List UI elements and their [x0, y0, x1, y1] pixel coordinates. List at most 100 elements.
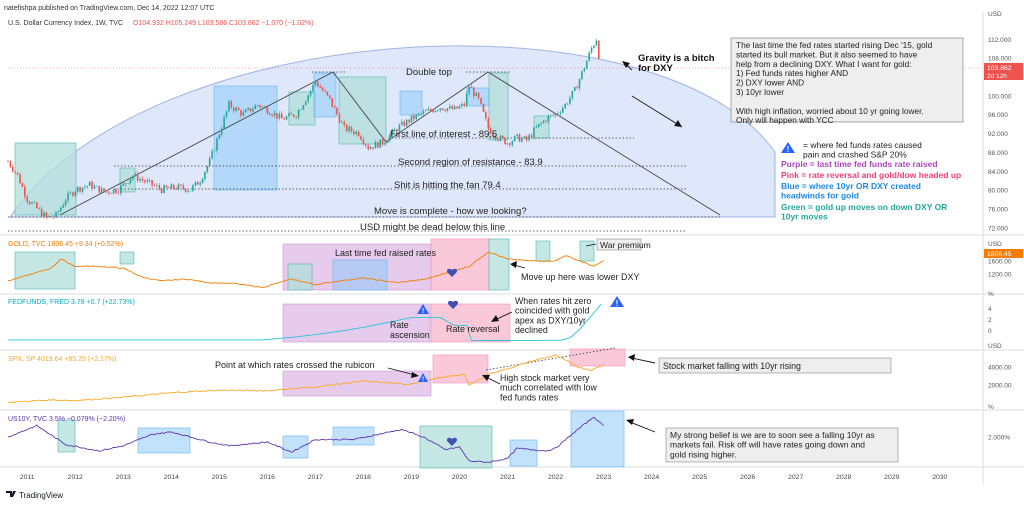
box-blue-2018[interactable] — [399, 90, 423, 116]
time-axis-label: 2024 — [644, 474, 659, 481]
fedfunds-price-tick: 2 — [988, 317, 992, 324]
war-premium-box[interactable]: War premium — [596, 238, 651, 251]
label-high-stock[interactable]: High stock market very much correlated wi… — [500, 373, 597, 402]
legend-fedfunds[interactable]: FEDFUNDS, FRED 3.78 +0.7 (+22.73%) — [8, 299, 135, 306]
label-gravity[interactable]: Gravity is a bitch for DXY — [638, 53, 715, 74]
gold-box-green-2020[interactable] — [488, 238, 510, 291]
tny-box-blue-2013[interactable] — [137, 427, 191, 454]
trend-line-2016-2018[interactable] — [332, 71, 387, 143]
stock-falling-box[interactable]: Stock market falling with 10yr rising — [658, 357, 892, 374]
label-lower-dxy[interactable]: Move up here was lower DXY — [521, 272, 640, 282]
dxy-candle — [365, 143, 367, 146]
box-blue-2014[interactable] — [213, 85, 278, 191]
heart-icon-us10y[interactable] — [446, 437, 458, 446]
legend-us10y[interactable]: US10Y, TVC 3.5% −0.079% (−2.20%) — [8, 416, 125, 423]
dxy-candle — [144, 180, 146, 182]
label-rubicon[interactable]: Point at which rates crossed the rubicon — [215, 360, 375, 370]
fedfunds-series-line[interactable] — [8, 303, 602, 342]
svg-text:!: ! — [422, 377, 424, 383]
arrow-high-stock[interactable] — [482, 375, 501, 385]
dxy-candle — [528, 135, 530, 141]
arrow-belief[interactable] — [626, 419, 656, 433]
tny-box-blue-2022[interactable] — [570, 410, 625, 468]
svg-text:103.862: 103.862 — [987, 65, 1012, 72]
svg-text:2d 12h: 2d 12h — [987, 73, 1007, 80]
dxy-candle — [74, 191, 77, 196]
label-rates-zero[interactable]: When rates hit zero coincided with gold ap… — [515, 296, 591, 335]
heart-icon-gold[interactable] — [446, 268, 458, 277]
spx-series-line[interactable] — [7, 354, 604, 404]
gold-box-pink[interactable] — [430, 238, 490, 291]
label-move-complete[interactable]: Move is complete - how we looking? — [374, 206, 527, 217]
ff-box-pink[interactable] — [430, 303, 511, 343]
dxy-candle — [583, 68, 586, 72]
dxy-candle — [444, 109, 446, 111]
legend-gold[interactable]: GOLD, TVC 1806.45 +9.34 (+0.52%) — [8, 241, 123, 248]
warning-icon-fedfunds-2022[interactable]: ! — [610, 296, 624, 308]
tny-box-blue-2021[interactable] — [509, 439, 538, 467]
box-green-2015[interactable] — [288, 91, 316, 126]
dxy-candle — [122, 183, 125, 186]
dxy-candle — [21, 183, 24, 187]
label-usd-dead[interactable]: USD might be dead below this line — [360, 222, 505, 233]
spx-box-purple[interactable] — [282, 370, 432, 397]
label-rate-ascension[interactable]: Rate ascension — [390, 320, 430, 340]
tny-box-blue-2016[interactable] — [282, 435, 309, 459]
arrow-rubicon[interactable] — [387, 367, 419, 378]
dxy-candle — [129, 179, 132, 184]
gold-box-green-2012[interactable] — [119, 251, 135, 265]
arrow-gravity-to-dxy[interactable] — [622, 61, 633, 71]
gold-box-green-2021[interactable] — [535, 240, 551, 262]
gold-box-green-2022[interactable] — [579, 240, 595, 262]
dxy-candle — [163, 185, 165, 193]
dxy-candle — [463, 103, 466, 106]
header: natefishpa published on TradingView.com,… — [4, 5, 314, 27]
dxy-candle — [103, 188, 105, 193]
footer[interactable]: TradingView — [6, 491, 63, 500]
label-fan[interactable]: Shit is hitting the fan 79.4 — [394, 180, 501, 191]
dxy-candle — [501, 135, 504, 139]
dxy-candle — [158, 185, 161, 189]
dxy-candle — [120, 185, 122, 194]
trend-line-2011-2016[interactable] — [59, 71, 334, 216]
box-green-2011[interactable] — [14, 142, 77, 216]
us10y-series-line[interactable] — [7, 416, 604, 463]
gold-box-blue-2017[interactable] — [332, 259, 388, 291]
legend-spx[interactable]: SPX, SP 4019.64 +85.25 (+2.17%) — [8, 356, 116, 363]
arrow-stock-falling[interactable] — [628, 354, 656, 364]
spx-box-pink-2022[interactable] — [569, 348, 626, 367]
spx-box-pink[interactable] — [432, 354, 489, 384]
belief-box[interactable]: My strong belief is we are to soon see a… — [665, 427, 899, 463]
trend-lines — [59, 71, 721, 371]
dxy-candle — [353, 131, 355, 134]
arrow-gravity[interactable] — [631, 95, 683, 128]
gold-series-line[interactable] — [8, 251, 604, 288]
warning-icon-fedfunds-2018[interactable]: ! — [417, 304, 429, 315]
symbol-title[interactable]: U.S. Dollar Currency Index, 1W, TVC — [8, 20, 123, 27]
tny-box-blue-2018[interactable] — [332, 426, 375, 446]
label-second-resistance[interactable]: Second region of resistance - 83.9 — [398, 157, 543, 168]
arrow-rates-zero[interactable] — [491, 311, 513, 322]
tny-box-green-2011[interactable] — [57, 419, 76, 453]
label-last-raised[interactable]: Last time fed raised rates — [335, 248, 437, 258]
heart-icon-fedfunds[interactable] — [447, 300, 459, 309]
legend-purple: Purple = last time fed funds rate raised — [781, 159, 938, 169]
dxy-candle — [208, 158, 211, 167]
label-double-top[interactable]: Double top — [406, 67, 452, 78]
box-blue-2016[interactable] — [313, 72, 337, 118]
warning-icon-spx-2018[interactable]: ! — [418, 373, 428, 383]
gold-box-green-2016[interactable] — [287, 263, 313, 291]
dxy-candle — [12, 166, 14, 172]
label-first-interest[interactable]: First line of interest - 89.5 — [390, 129, 497, 140]
svg-text:My strong belief is we are to: My strong belief is we are to soon see a… — [670, 430, 875, 459]
dxy-candle — [516, 134, 518, 137]
arrow-lower-dxy[interactable] — [510, 261, 526, 269]
trend-line-2020-down[interactable] — [487, 71, 721, 216]
note-text: The last time the fed rates started risi… — [736, 40, 933, 125]
dxy-candle — [228, 101, 230, 112]
note-box[interactable]: The last time the fed rates started risi… — [730, 37, 964, 125]
label-rate-reversal[interactable]: Rate reversal — [446, 324, 500, 334]
trend-line-2018-2020[interactable] — [385, 71, 489, 143]
spx-dotted-trend[interactable] — [485, 347, 616, 371]
